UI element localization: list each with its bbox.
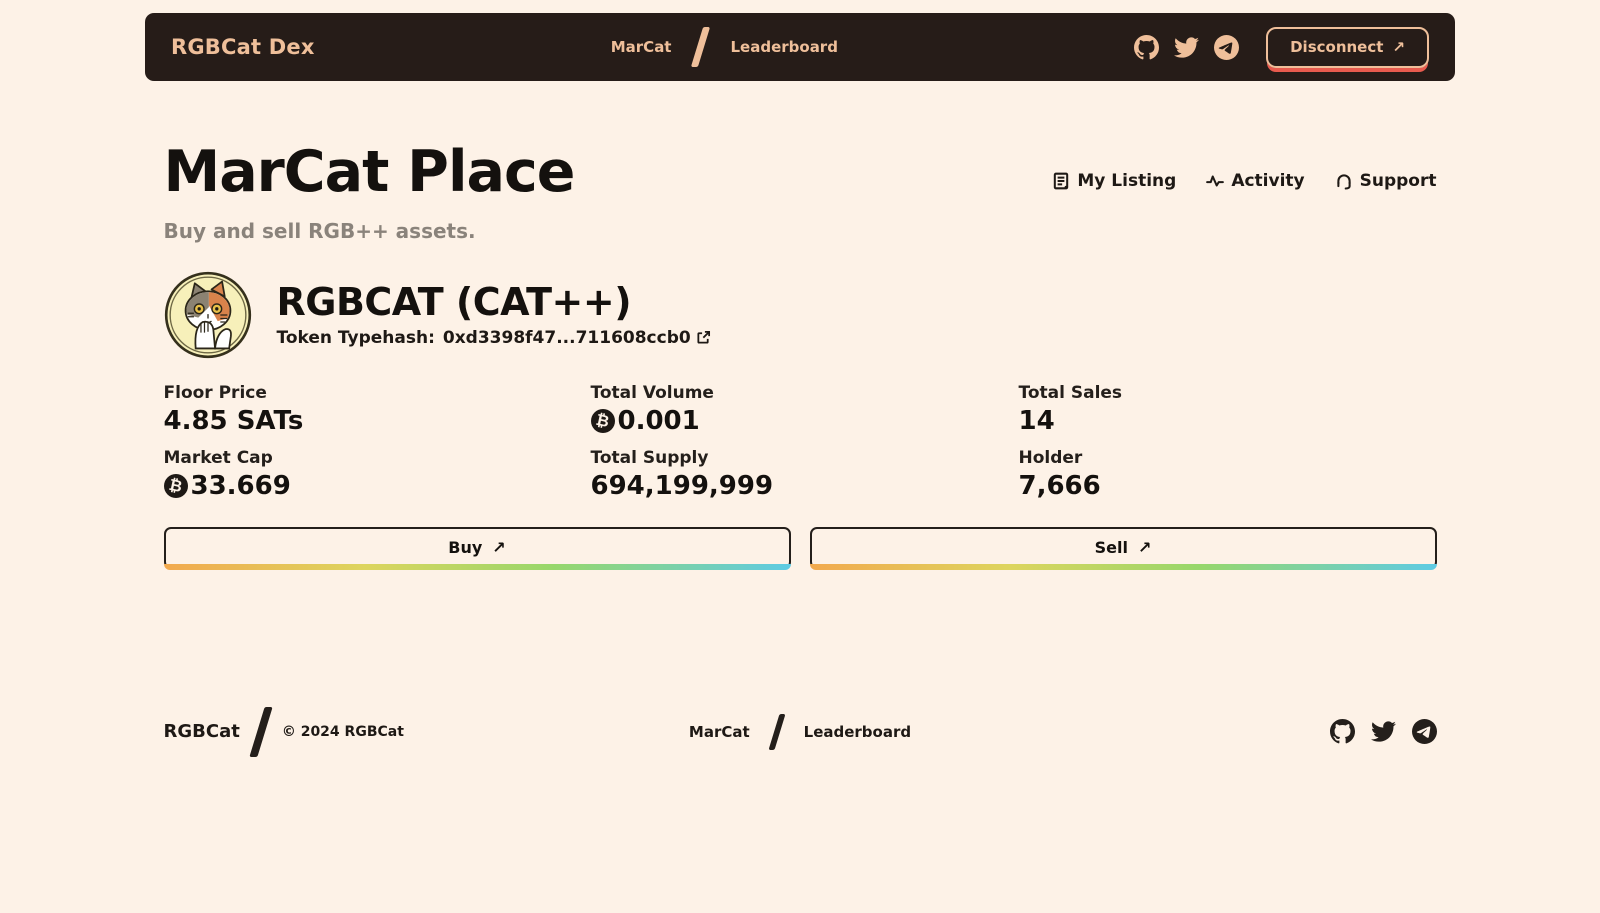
footer-link-leaderboard[interactable]: Leaderboard [803,722,912,741]
my-listing-link[interactable]: My Listing [1052,171,1176,191]
support-link[interactable]: Support [1335,171,1437,191]
typehash-label: Token Typehash: [276,327,435,348]
twitter-icon[interactable] [1370,719,1396,744]
token-name: RGBCAT (CAT++) [276,279,632,324]
page-title: MarCat Place [163,139,576,205]
bitcoin-icon: ₿ [163,473,188,498]
slash-divider [249,706,273,757]
stat-total-sales: Total Sales 14 [1018,382,1123,436]
page-subtitle: Buy and sell RGB++ assets. [163,218,476,243]
twitter-icon[interactable] [1174,35,1200,60]
arrow-ne-icon: ↗ [1392,37,1405,56]
telegram-icon[interactable] [1411,719,1437,745]
github-icon[interactable] [1329,719,1355,744]
token-avatar [164,271,251,358]
stat-market-cap: Market Cap ₿ 33.669 [163,447,291,501]
slash-divider [691,27,711,67]
slash-divider [768,713,786,750]
main-content: MarCat Place My Listing Activity Support… [163,139,1437,570]
nav-link-leaderboard[interactable]: Leaderboard [730,38,838,56]
stat-total-supply: Total Supply 694,199,999 [590,447,774,501]
main-nav: MarCat Leaderboard [315,27,1135,67]
quick-links: My Listing Activity Support [1052,171,1437,203]
disconnect-button[interactable]: Disconnect ↗ [1266,26,1429,68]
external-link-icon [697,331,710,344]
stat-total-volume: Total Volume ₿ 0.001 [590,382,714,436]
buy-button[interactable]: Buy ↗ [163,526,791,570]
token-header: RGBCAT (CAT++) Token Typehash: 0xd3398f4… [164,271,1437,359]
telegram-icon[interactable] [1214,34,1240,60]
bitcoin-icon: ₿ [590,408,615,433]
footer-brand[interactable]: RGBCat [163,721,240,743]
nav-actions: Disconnect ↗ [1134,26,1429,68]
arrow-ne-icon: ↗ [1137,538,1152,558]
listing-icon [1054,172,1069,190]
github-icon[interactable] [1134,34,1160,60]
token-stats: Floor Price 4.85 SATs Total Volume ₿ 0.0… [163,382,1437,501]
navbar: RGBCat Dex MarCat Leaderboard Disconnect… [145,13,1455,81]
brand-logo[interactable]: RGBCat Dex [171,35,315,59]
activity-link[interactable]: Activity [1206,171,1305,191]
footer: RGBCat © 2024 RGBCat MarCat Leaderboard [163,706,1437,757]
stat-floor-price: Floor Price 4.85 SATs [163,382,304,436]
typehash-link[interactable]: 0xd3398f47...711608ccb0 [443,328,711,348]
activity-icon [1206,175,1225,187]
sell-button[interactable]: Sell ↗ [809,526,1437,570]
footer-copyright: © 2024 RGBCat [281,723,404,740]
footer-link-marcat[interactable]: MarCat [688,722,750,741]
stat-holder: Holder 7,666 [1018,447,1101,501]
arrow-ne-icon: ↗ [492,538,506,558]
support-icon [1336,174,1351,190]
footer-nav: MarCat Leaderboard [688,713,912,750]
nav-link-marcat[interactable]: MarCat [610,38,672,56]
